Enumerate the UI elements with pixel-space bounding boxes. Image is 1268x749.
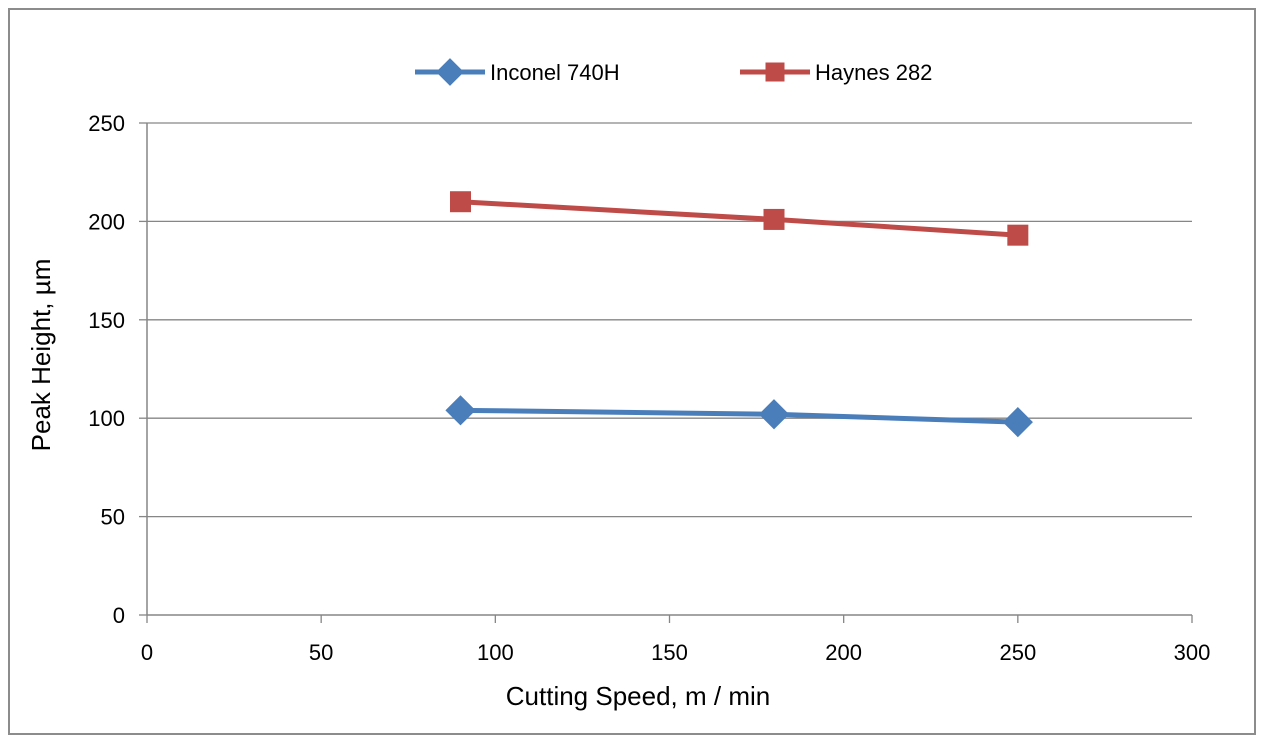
series-1 (450, 191, 1029, 246)
data-point (763, 208, 785, 230)
x-tick-label: 100 (477, 640, 514, 665)
legend-label: Haynes 282 (815, 60, 932, 85)
y-tick-label: 200 (88, 209, 125, 234)
axes: 0 50 100 150 200 250 0 50 100 150 200 250 300 (88, 111, 1210, 665)
y-tick-label: 0 (113, 603, 125, 628)
series-layer (445, 191, 1033, 438)
y-tick-label: 50 (101, 505, 125, 530)
data-point (445, 395, 476, 426)
data-point (765, 62, 785, 82)
x-tick-label: 300 (1174, 640, 1211, 665)
legend-entry-0: Inconel 740H (415, 58, 620, 86)
line-chart: 0 50 100 150 200 250 0 50 100 150 200 250 300 Cuttin… (26, 58, 1210, 711)
y-tick-label: 150 (88, 308, 125, 333)
legend-label: Inconel 740H (490, 60, 620, 85)
x-tick-label: 50 (309, 640, 333, 665)
data-point (436, 58, 464, 86)
x-tick-label: 0 (141, 640, 153, 665)
x-tick-label: 250 (999, 640, 1036, 665)
data-point (1002, 407, 1033, 438)
y-axis-title: Peak Height, µm (26, 259, 56, 452)
data-point (758, 399, 790, 430)
y-tick-label: 250 (88, 111, 125, 136)
legend: Inconel 740H Haynes 282 (415, 58, 932, 86)
series-0 (445, 395, 1033, 438)
series-line (460, 407, 1018, 425)
data-point (450, 191, 471, 213)
y-tick-label: 100 (88, 406, 125, 431)
x-axis-title: Cutting Speed, m / min (506, 681, 770, 711)
x-tick-label: 150 (651, 640, 688, 665)
gridlines (147, 122, 1192, 518)
legend-entry-1: Haynes 282 (740, 60, 932, 85)
series-line (460, 199, 1018, 238)
x-tick-label: 200 (825, 640, 862, 665)
chart-frame: 0 50 100 150 200 250 0 50 100 150 200 250 300 Cuttin… (8, 8, 1256, 735)
data-point (1007, 224, 1029, 246)
